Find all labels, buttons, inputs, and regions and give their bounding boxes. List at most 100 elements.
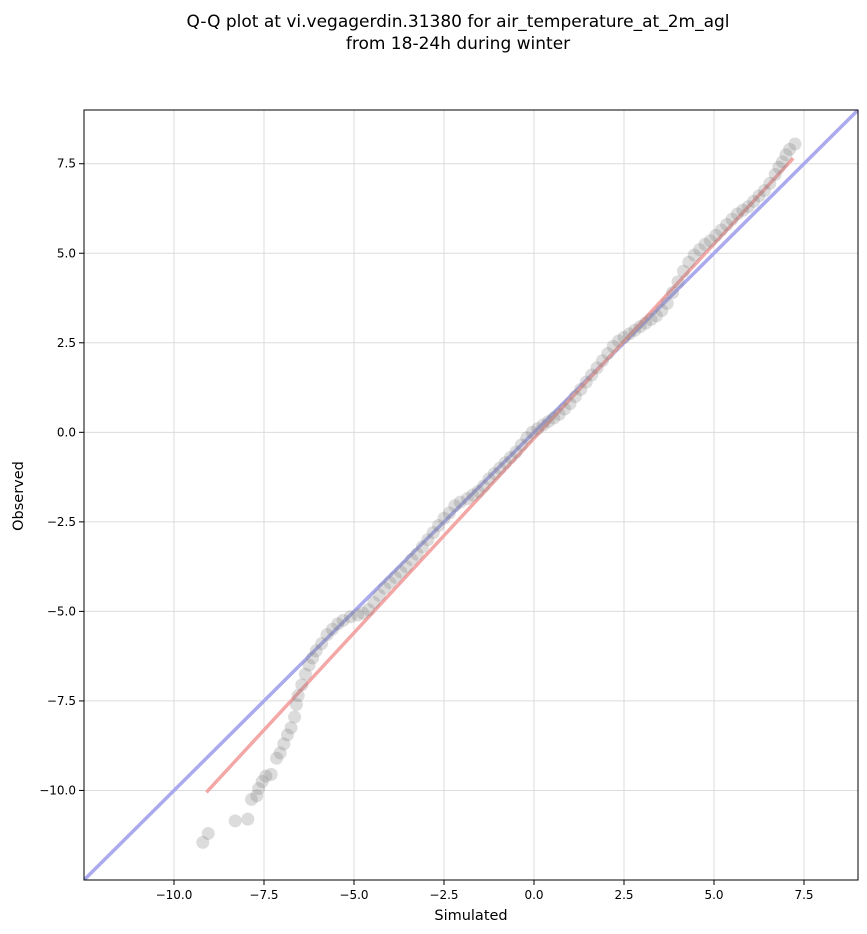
data-point [709,228,723,242]
data-point [460,492,474,506]
data-point [741,200,755,214]
data-point [693,243,707,257]
data-point [714,223,728,237]
data-point [295,678,309,692]
data-point [579,375,593,389]
data-point [682,255,696,269]
data-point [525,425,539,439]
data-point [622,327,636,341]
x-tick-label: −10.0 [156,888,193,902]
data-point [676,264,690,278]
ticks: −10.0 −7.5 −5.0 −2.5 0.0 2.5 5.0 7.5 −10.0 −7.5 −5… [39,157,813,902]
x-axis-label: Simulated [434,908,507,924]
data-point [520,431,534,445]
data-point [655,304,669,318]
data-point [747,194,761,208]
data-point [298,667,312,681]
data-point [288,710,302,724]
data-point [772,160,786,174]
data-point [509,445,523,459]
data-point [336,613,350,627]
data-point [612,334,626,348]
data-point [399,560,413,574]
data-point [280,728,294,742]
grid [84,110,858,880]
data-point [768,167,782,181]
plot-frame [83,109,859,881]
x-tick-label: −7.5 [249,888,278,902]
data-point [644,313,658,327]
data-point [788,137,802,151]
data-point [514,438,528,452]
x-tick-label: −5.0 [339,888,368,902]
data-point [244,792,258,806]
data-point [531,422,545,436]
x-tick-label: 7.5 [794,888,813,902]
data-point [752,189,766,203]
data-point [252,782,266,796]
data-point [432,518,446,532]
data-point [273,746,287,760]
data-point [775,155,789,169]
data-point [617,330,631,344]
data-point [536,418,550,432]
data-point [466,488,480,502]
data-point [471,484,485,498]
data-point [725,212,739,226]
data-point [763,176,777,190]
data-point [228,814,242,828]
y-tick-label: −10.0 [39,783,76,797]
data-point [649,309,663,323]
y-tick-label: 0.0 [57,425,76,439]
data-point [585,368,599,382]
data-point [504,450,518,464]
y-tick-label: 2.5 [57,336,76,350]
data-point [270,751,284,765]
y-tick-label: −2.5 [47,515,76,529]
data-point [388,570,402,584]
data-point [405,552,419,566]
data-point [574,382,588,396]
data-point [426,526,440,540]
data-point [361,603,375,617]
x-tick-label: −2.5 [429,888,458,902]
chart-subtitle: from 18-24h during winter [346,34,570,54]
data-point [289,698,303,712]
data-point [687,248,701,262]
data-point [437,511,451,525]
data-point [482,472,496,486]
data-point [250,789,264,803]
data-point [367,595,381,609]
data-point [779,148,793,162]
data-point [666,286,680,300]
data-points [196,137,802,849]
chart-title: Q-Q plot at vi.vegagerdin.31380 for air_… [186,12,729,32]
data-point [606,339,620,353]
y-tick-label: 5.0 [57,246,76,260]
data-point [315,637,329,651]
data-point [448,499,462,513]
data-point [558,402,572,416]
data-point [421,533,435,547]
data-point [730,207,744,221]
y-tick-label: −7.5 [47,694,76,708]
data-point [264,767,278,781]
data-point [736,203,750,217]
fit-line [205,157,795,794]
data-point [552,407,566,421]
data-point [302,658,316,672]
x-tick-label: 2.5 [614,888,633,902]
y-tick-label: 7.5 [57,157,76,171]
data-point [442,506,456,520]
data-point [383,576,397,590]
data-point [343,610,357,624]
data-point [291,689,305,703]
x-tick-label: 5.0 [704,888,723,902]
data-point [309,644,323,658]
data-point [196,835,210,849]
data-point [563,397,577,411]
x-tick-label: 0.0 [524,888,543,902]
data-point [541,415,555,429]
data-point [415,540,429,554]
data-point [306,651,320,665]
